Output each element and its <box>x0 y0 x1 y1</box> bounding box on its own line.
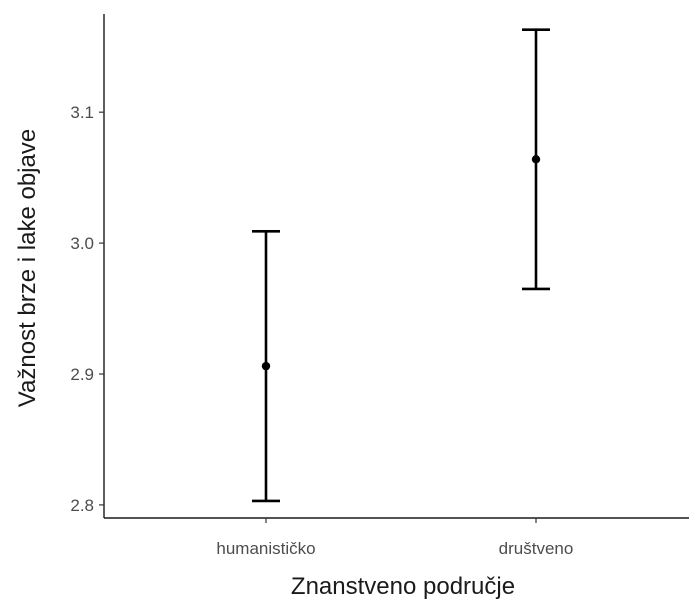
plot-area <box>252 28 550 503</box>
mean-point <box>531 155 541 164</box>
x-axis: humanističko društveno <box>104 517 689 558</box>
x-tick-label: društveno <box>499 539 574 558</box>
x-tick-label: humanističko <box>216 539 315 558</box>
x-axis-title: Znanstveno područje <box>291 573 515 600</box>
mean-point <box>261 361 271 371</box>
y-tick-label: 2.8 <box>70 496 94 515</box>
y-tick-label: 3.0 <box>70 234 94 253</box>
y-axis: 2.8 2.9 3.0 3.1 <box>70 14 105 518</box>
y-tick-label: 2.9 <box>70 365 94 384</box>
y-tick-label: 3.1 <box>70 103 94 122</box>
y-axis-title: Važnost brze i lake objave <box>14 129 41 407</box>
